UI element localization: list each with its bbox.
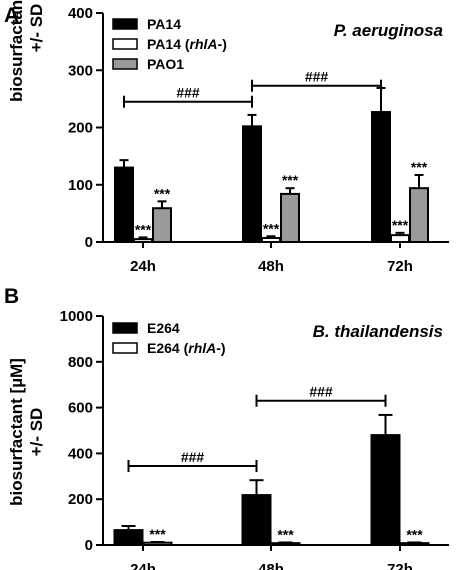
species-label: P. aeruginosa [334, 21, 443, 40]
bar [280, 192, 300, 244]
y-axis-label-line1: biosurfactant [µM] [7, 358, 26, 506]
x-tick-label: 24h [130, 561, 156, 570]
legend-entry-text: PAO1 [147, 56, 184, 72]
bar [261, 236, 281, 243]
legend-entry: PA14 (rhlA-) [147, 36, 227, 52]
legend-entry: PA14 [147, 16, 181, 32]
panel-letter: B [4, 285, 19, 308]
bar [152, 207, 172, 244]
bar [409, 187, 429, 243]
significance-label: *** [135, 221, 152, 237]
x-tick-label: 72h [387, 258, 413, 275]
legend-swatch [112, 38, 138, 50]
bracket-label: ### [309, 384, 333, 400]
bar [241, 494, 272, 547]
bar [142, 541, 173, 547]
legend-entry-suffix: -) [216, 340, 225, 356]
legend-entry: PAO1 [147, 56, 184, 72]
bar [114, 166, 134, 243]
legend: PA14 PA14 (rhlA-) PAO1 [112, 16, 227, 72]
bar [370, 434, 401, 546]
bracket-label: ### [305, 69, 329, 85]
legend-entry-text: E264 ( [147, 340, 189, 356]
x-tick-label: 24h [130, 258, 156, 275]
significance-label: *** [154, 185, 171, 201]
significance-label: *** [263, 220, 280, 236]
panel-letter: A [4, 4, 19, 27]
significance-label: *** [392, 217, 409, 233]
y-tick-label: 200 [68, 120, 93, 137]
legend-entry-text: PA14 ( [147, 36, 190, 52]
y-tick-label: 100 [68, 177, 93, 194]
significance-label: *** [282, 172, 299, 188]
bar [242, 125, 262, 243]
x-tick-label: 48h [258, 561, 284, 570]
x-tick-label: 72h [387, 561, 413, 570]
legend-swatch [112, 58, 138, 70]
y-tick-label: 300 [68, 62, 93, 79]
y-tick-label: 400 [68, 5, 93, 22]
y-tick-label: 600 [68, 400, 93, 417]
x-tick-label: 48h [258, 258, 284, 275]
significance-label: *** [411, 159, 428, 175]
y-tick-label: 200 [68, 491, 93, 508]
y-axis-label-line2: +/- SD [27, 4, 46, 53]
bar [390, 234, 410, 244]
legend: E264 E264 (rhlA-) [112, 320, 226, 356]
legend-entry: E264 (rhlA-) [147, 340, 226, 356]
bar [113, 529, 144, 546]
legend-swatch [112, 18, 138, 30]
y-axis-label: biosurfactant [µM]+/- SD [7, 0, 46, 102]
y-tick-label: 1000 [60, 308, 93, 325]
legend-entry: E264 [147, 320, 180, 336]
bracket-label: ### [176, 85, 200, 101]
significance-label: *** [149, 526, 166, 542]
y-tick-label: 0 [85, 537, 93, 554]
species-label: B. thailandensis [313, 322, 443, 341]
y-axis-label: biosurfactant [µM]+/- SD [7, 358, 46, 506]
bar [133, 238, 153, 243]
legend-entry-suffix: -) [218, 36, 227, 52]
significance-label: *** [277, 526, 294, 542]
legend-entry-italic: rhlA [188, 340, 216, 356]
y-tick-label: 800 [68, 354, 93, 371]
legend-entry-text: PA14 [147, 16, 181, 32]
legend-swatch [112, 322, 138, 334]
legend-entry-text: E264 [147, 320, 180, 336]
legend-swatch [112, 342, 138, 354]
bracket-label: ### [181, 449, 205, 465]
y-tick-label: 0 [85, 234, 93, 251]
bar [371, 111, 391, 244]
y-axis-label-line1: biosurfactant [µM] [7, 0, 26, 102]
y-axis-label-line2: +/- SD [27, 408, 46, 457]
significance-label: *** [406, 526, 423, 542]
legend-entry-italic: rhlA [190, 36, 218, 52]
y-tick-label: 400 [68, 445, 93, 462]
